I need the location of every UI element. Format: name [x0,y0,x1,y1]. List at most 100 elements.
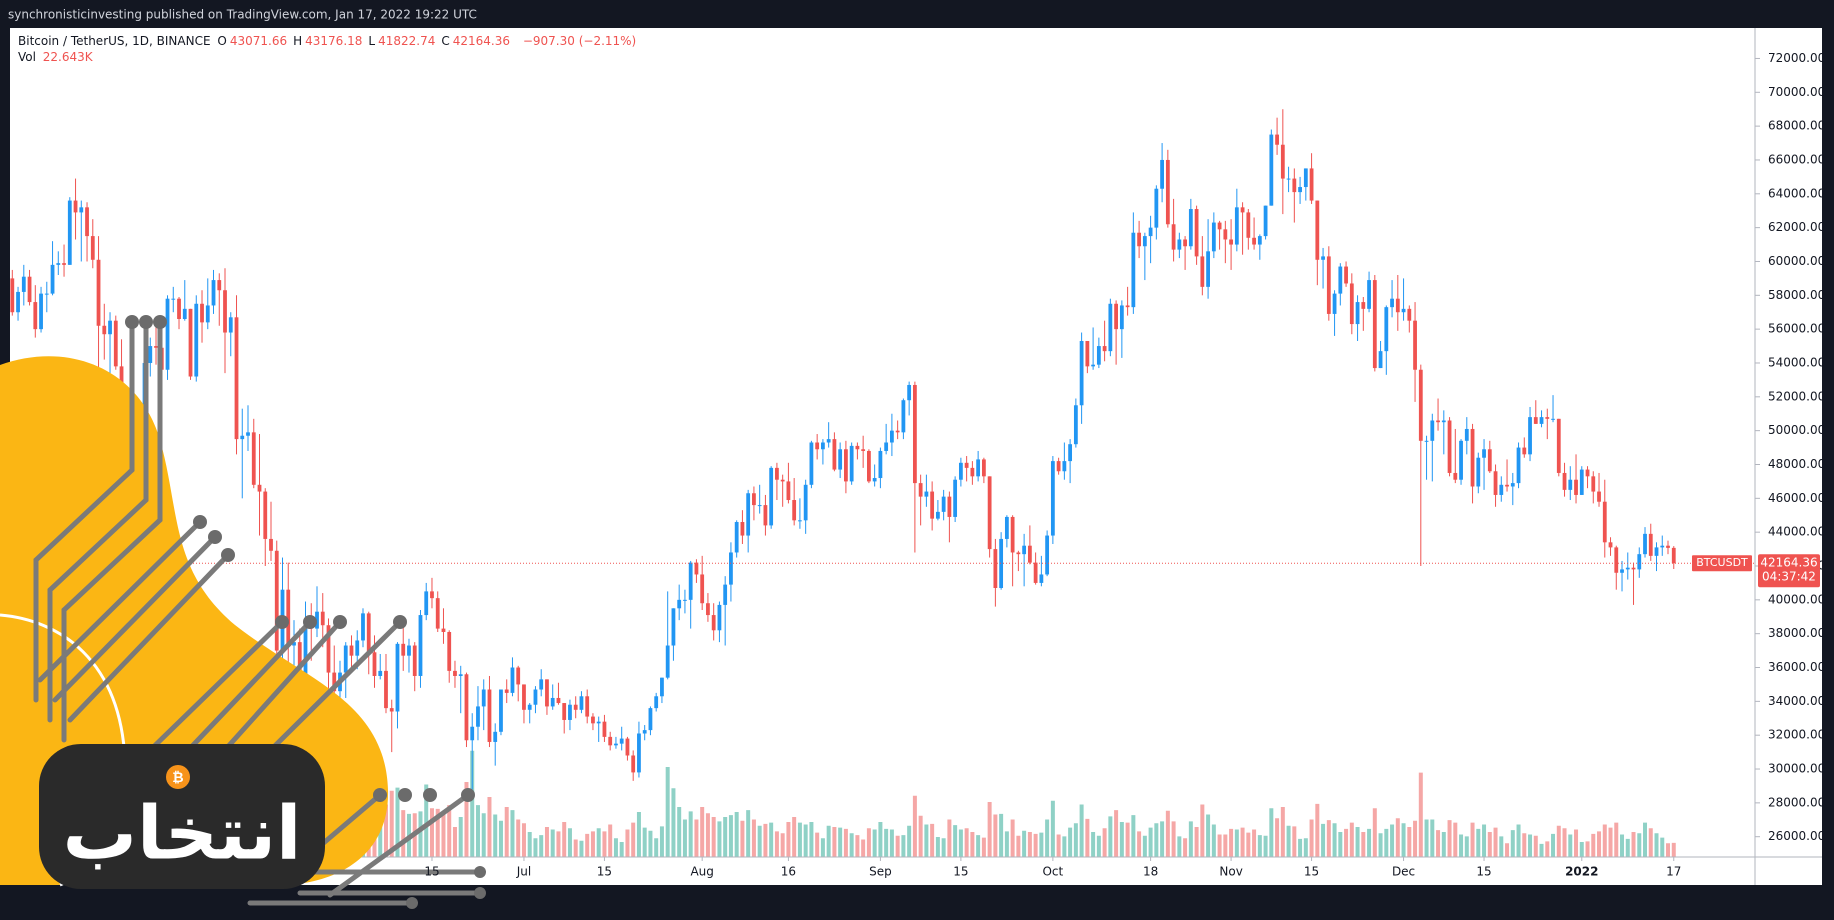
candle-body [1436,420,1440,423]
candle-body [792,500,797,521]
candle-body [200,303,204,323]
candle-body [510,667,515,693]
candle-body [1401,308,1406,313]
volume-bar [1338,832,1343,857]
candle-body [1217,222,1222,230]
volume-bar [562,822,567,857]
volume-bar [470,750,475,857]
candle-body [292,642,296,646]
candle-body [1096,346,1101,365]
volume-bar [435,808,440,857]
y-tick-label: 46000.00 [1768,491,1825,505]
candle-body [79,207,84,213]
candle-body [568,704,572,720]
candle-body [493,731,498,742]
candle-body [1016,552,1021,555]
candle-body [1194,209,1199,257]
x-tick-label: 15 [953,865,968,879]
volume-bar [1625,838,1630,857]
candle-body [1671,547,1676,564]
candle-body [717,604,722,631]
symbol-tag: BTCUSDT [1696,556,1748,569]
candle-body [1602,501,1607,543]
volume-bar [1533,835,1538,857]
candle-body [1022,545,1027,555]
volume-bar [705,813,710,857]
candle-body [1614,547,1619,573]
volume-bar [855,835,860,857]
volume-bar [1171,821,1176,857]
candle-body [85,207,89,237]
candle-body [1522,447,1527,455]
candle-body [154,346,158,348]
volume-bar [878,822,883,857]
volume-bar [475,805,480,857]
volume-bar [1395,818,1400,857]
volume-bar [573,839,578,857]
x-tick-label: 15 [1476,865,1491,879]
volume-bar [1372,808,1377,857]
candle-body [769,467,774,526]
volume-bar [1510,830,1515,857]
volume-bar [596,828,601,857]
ohlc-value: 41822.74 [378,34,436,48]
candle-body [1648,533,1653,556]
volume-bar [1482,824,1487,857]
volume-bar [1050,800,1055,857]
y-tick-label: 36000.00 [1768,660,1825,674]
volume-bar [832,827,837,857]
candle-body [1556,418,1561,473]
volume-bar [677,807,682,857]
candle-body [1188,209,1193,247]
x-tick-label: Dec [1392,865,1415,879]
candle-body [1257,236,1262,245]
candle-body [384,670,388,709]
volume-bar [1326,820,1331,857]
volume-bar [907,825,912,857]
volume-bar [901,835,906,857]
ohlc-value: 42164.36 [452,34,511,48]
status-line: Bitcoin / TetherUS, 1D, BINANCE O 43071.6… [18,34,639,48]
volume-bar [694,819,699,857]
candle-body [1309,168,1314,201]
volume-bar [1476,828,1481,857]
candle-body [274,550,279,651]
volume-bar [544,827,549,857]
volume-bar [1332,823,1337,857]
candle-body [1298,187,1302,193]
candle-body [343,645,348,673]
y-tick-label: 52000.00 [1768,389,1825,403]
candle-body [596,721,601,724]
ohlc-readout: O 43071.66 H 43176.18 L 41822.74 C 42164.36 [217,34,516,48]
candle-body [361,613,365,641]
volume-bar [1263,835,1268,857]
volume-bar [717,821,722,857]
candle-body [798,520,802,522]
candle-body [918,483,923,497]
candle-body [654,696,659,709]
volume-bar [1303,838,1308,857]
volume-name: Vol [18,50,36,64]
candle-body [602,721,607,737]
candle-body [1631,567,1636,570]
volume-bar [1671,842,1676,857]
countdown: 04:37:42 [1762,570,1816,584]
candle-body [1625,567,1630,570]
volume-bar [792,817,797,857]
candle-body [1062,461,1067,472]
volume-bar [1257,835,1262,857]
candle-body [821,442,825,450]
candle-body [631,755,636,773]
candle-body [1200,256,1205,287]
volume-bar [608,824,613,857]
candle-body [372,652,377,676]
candle-body [935,511,940,519]
candle-body [1108,303,1113,352]
candle-body [389,708,394,712]
candle-body [1275,134,1279,145]
candle-body [349,645,354,656]
volume-value: 22.643K [42,50,93,64]
candle-body [780,479,785,482]
candle-body [1252,237,1256,245]
candle-body [148,346,153,363]
